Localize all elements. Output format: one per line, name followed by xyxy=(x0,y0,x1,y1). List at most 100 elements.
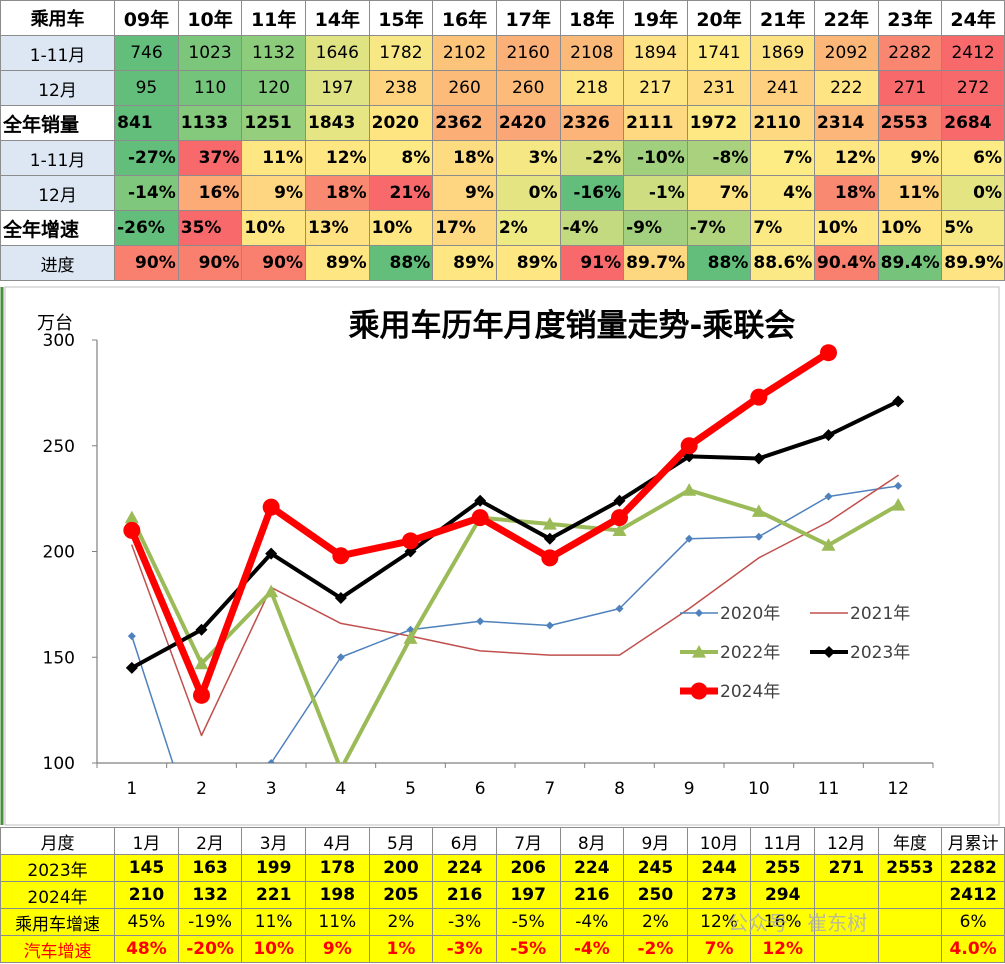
data-point xyxy=(891,497,906,511)
sales-trend-chart: 乘用车历年月度销量走势-乘联会 万台 100 150 200 250 300 1 2 3 4 5 6… xyxy=(0,285,1005,827)
data-point xyxy=(542,517,557,530)
monthly-cell: 11% xyxy=(241,908,306,936)
data-point xyxy=(194,656,209,670)
year-header: 15年 xyxy=(368,0,434,36)
summary-cell: 2420 xyxy=(495,105,561,141)
summary-cell: 2684 xyxy=(941,105,1005,141)
summary-cell: 197 xyxy=(305,70,370,106)
summary-cell: 1972 xyxy=(686,105,752,141)
data-point xyxy=(682,483,697,496)
legend-marker xyxy=(692,645,706,658)
summary-cell: -2% xyxy=(559,140,625,176)
y-tick-label: 100 xyxy=(43,754,75,774)
summary-cell: 16% xyxy=(177,175,243,211)
data-point xyxy=(403,631,418,644)
summary-cell: 272 xyxy=(941,70,1005,106)
summary-cell: 1133 xyxy=(177,105,243,141)
x-tick-label: 2 xyxy=(196,779,207,799)
summary-cell: 746 xyxy=(114,35,179,71)
monthly-cell: 2553 xyxy=(877,854,943,882)
monthly-cell: 12% xyxy=(686,908,752,936)
summary-cell: -9% xyxy=(623,210,688,246)
monthly-row: 2023年 145 163 199 178 200 224 206 224 245 244 255 27… xyxy=(0,854,1005,882)
x-tick-label: 6 xyxy=(475,779,486,799)
x-tick-label: 4 xyxy=(335,779,346,799)
monthly-cell: 245 xyxy=(623,854,688,882)
monthly-cell: 178 xyxy=(305,854,370,882)
data-point xyxy=(752,452,765,465)
monthly-cell: 9% xyxy=(305,935,370,963)
data-point xyxy=(545,621,554,630)
chart-frame xyxy=(4,286,1000,826)
monthly-row: 汽车增速 48% -20% 10% 9% 1% -3% -5% -4% -2% 7% 12% 4.0% xyxy=(0,935,1005,963)
summary-cell: 7% xyxy=(750,210,815,246)
data-point xyxy=(471,509,489,527)
year-header: 11年 xyxy=(241,0,306,36)
monthly-cell: 2% xyxy=(368,908,434,936)
month-header: 月累计 xyxy=(941,827,1005,855)
summary-cell: 5% xyxy=(941,210,1005,246)
summary-cell: 35% xyxy=(177,210,243,246)
monthly-row-label: 2023年 xyxy=(0,854,116,882)
summary-row-label: 全年增速 xyxy=(0,210,116,246)
monthly-cell: 6% xyxy=(941,908,1005,936)
monthly-cell: 244 xyxy=(686,854,752,882)
summary-cell: 4% xyxy=(750,175,815,211)
legend-marker xyxy=(823,646,835,658)
summary-cell: 89.4% xyxy=(877,245,943,281)
monthly-cell: 221 xyxy=(241,881,306,909)
month-header-label: 月度 xyxy=(0,827,116,855)
monthly-cell: -5% xyxy=(495,908,561,936)
summary-row-label: 全年销量 xyxy=(0,105,116,141)
monthly-cell xyxy=(814,908,879,936)
summary-cell: 2282 xyxy=(877,35,943,71)
summary-cell: 217 xyxy=(623,70,688,106)
year-header: 09年 xyxy=(114,0,179,36)
data-point xyxy=(754,532,763,541)
legend-label: 2021年 xyxy=(850,604,910,624)
summary-cell: 3% xyxy=(495,140,561,176)
monthly-cell xyxy=(877,908,943,936)
monthly-cell: -19% xyxy=(177,908,243,936)
summary-row: 1-11月 746 1023 1132 1646 1782 2102 2160 2108 1894… xyxy=(0,35,1005,71)
monthly-cell: -5% xyxy=(495,935,561,963)
summary-cell: 11% xyxy=(241,140,306,176)
summary-cell: 21% xyxy=(368,175,434,211)
summary-cell: 841 xyxy=(114,105,179,141)
data-point xyxy=(267,759,276,763)
summary-cell: 110 xyxy=(177,70,243,106)
monthly-row-label: 汽车增速 xyxy=(0,935,116,963)
summary-cell: -1% xyxy=(623,175,688,211)
summary-row-label: 12月 xyxy=(0,175,116,211)
summary-row-label: 1-11月 xyxy=(0,140,116,176)
summary-cell: 271 xyxy=(877,70,943,106)
data-point xyxy=(680,437,698,455)
year-header: 18年 xyxy=(559,0,625,36)
summary-cell: 238 xyxy=(368,70,434,106)
monthly-cell: 216 xyxy=(432,881,497,909)
summary-cell: 9% xyxy=(877,140,943,176)
monthly-cell: 205 xyxy=(368,881,434,909)
summary-cell: -10% xyxy=(623,140,688,176)
x-tick-label: 10 xyxy=(748,779,770,799)
monthly-cell: 45% xyxy=(114,908,179,936)
chart-legend: 2020年 2021年 2022年 2023年 2024年 xyxy=(680,604,910,702)
summary-row: 全年增速 -26% 35% 10% 13% 10% 17% 2% -4% -9% -7% 7% 10% 1… xyxy=(0,210,1005,246)
summary-corner-label: 乘用车 xyxy=(0,0,116,36)
x-tick-label: 12 xyxy=(887,779,909,799)
monthly-cell: 2% xyxy=(623,908,688,936)
summary-cell: 0% xyxy=(941,175,1005,211)
summary-cell: 1646 xyxy=(305,35,370,71)
monthly-cell: 132 xyxy=(177,881,243,909)
month-header: 8月 xyxy=(559,827,625,855)
summary-cell: 88% xyxy=(368,245,434,281)
summary-row: 全年销量 841 1133 1251 1843 2020 2362 2420 2326 2111 1… xyxy=(0,105,1005,141)
summary-cell: 260 xyxy=(432,70,497,106)
summary-cell: 231 xyxy=(686,70,752,106)
monthly-cell: 294 xyxy=(750,881,815,909)
y-tick-label: 150 xyxy=(43,648,75,668)
summary-row: 进度 90% 90% 90% 89% 88% 89% 89% 91% 89.7% 88% 88.6% 9… xyxy=(0,245,1005,281)
series-2023年 xyxy=(125,395,905,674)
monthly-cell: -4% xyxy=(559,908,625,936)
